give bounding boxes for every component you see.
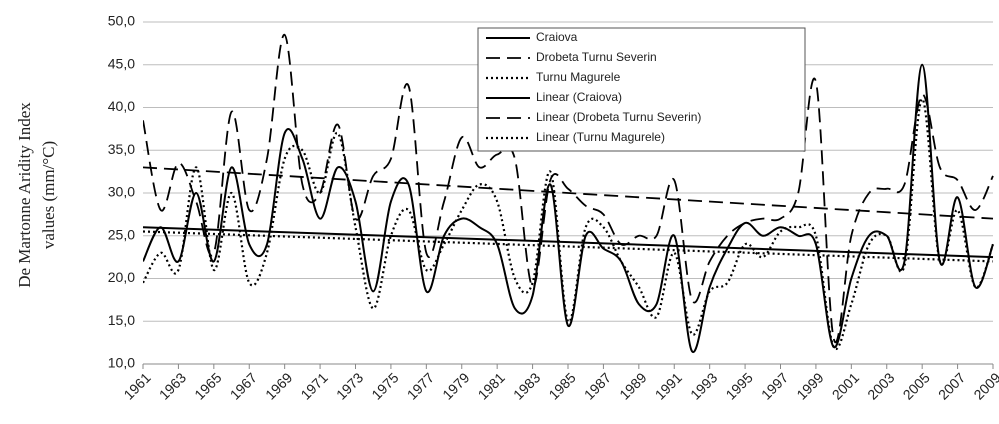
y-axis-label: De Martonne Aridity Index (15, 102, 34, 288)
x-tick-label: 1987 (581, 369, 614, 402)
x-tick-label: 1971 (297, 369, 330, 402)
series-line (143, 33, 994, 343)
y-tick-label: 45,0 (108, 55, 135, 71)
legend-box (477, 27, 806, 152)
legend-label: Turnu Magurele (536, 70, 621, 84)
series-line (143, 226, 994, 259)
legend-label: Linear (Turnu Magurele) (536, 130, 665, 144)
y-tick-label: 40,0 (108, 98, 135, 114)
y-tick-label: 30,0 (108, 184, 135, 200)
x-tick-label: 2007 (935, 369, 968, 402)
legend-label: Linear (Craiova) (536, 90, 622, 104)
x-tick-label: 1973 (333, 369, 366, 402)
y-axis-label: values (mm/°C) (39, 141, 58, 249)
x-tick-label: 2001 (829, 369, 862, 402)
series-line (143, 230, 994, 263)
series-line (143, 97, 995, 351)
legend-label: Drobeta Turnu Severin (536, 50, 657, 64)
y-tick-label: 35,0 (108, 141, 135, 157)
legend-label: Linear (Drobeta Turnu Severin) (536, 110, 701, 124)
x-tick-label: 1989 (616, 369, 649, 402)
y-tick-label: 15,0 (108, 312, 135, 328)
x-tick-label: 1967 (227, 369, 260, 402)
series-line (143, 166, 994, 220)
x-tick-label: 1999 (793, 369, 826, 402)
y-tick-label: 50,0 (108, 13, 135, 29)
x-tick-label: 1997 (758, 369, 791, 402)
x-tick-label: 1961 (120, 369, 153, 402)
y-tick-label: 10,0 (108, 355, 135, 371)
x-tick-label: 1983 (510, 369, 543, 402)
x-tick-label: 2009 (970, 369, 999, 402)
x-tick-label: 2005 (900, 369, 933, 402)
x-tick-label: 1965 (191, 369, 224, 402)
x-tick-label: 2003 (864, 369, 897, 402)
y-tick-label: 20,0 (108, 269, 135, 285)
x-tick-label: 1963 (156, 369, 189, 402)
x-tick-label: 1981 (475, 369, 508, 402)
x-tick-label: 1995 (722, 369, 755, 402)
x-tick-label: 1979 (439, 369, 472, 402)
x-tick-label: 1991 (652, 369, 685, 402)
x-tick-label: 1975 (368, 369, 401, 402)
series-line (143, 63, 994, 353)
legend-label: Craiova (536, 30, 578, 44)
x-tick-label: 1969 (262, 369, 295, 402)
x-tick-label: 1993 (687, 369, 720, 402)
y-tick-label: 25,0 (108, 226, 135, 242)
x-tick-label: 1977 (404, 369, 437, 402)
x-tick-label: 1985 (545, 369, 578, 402)
